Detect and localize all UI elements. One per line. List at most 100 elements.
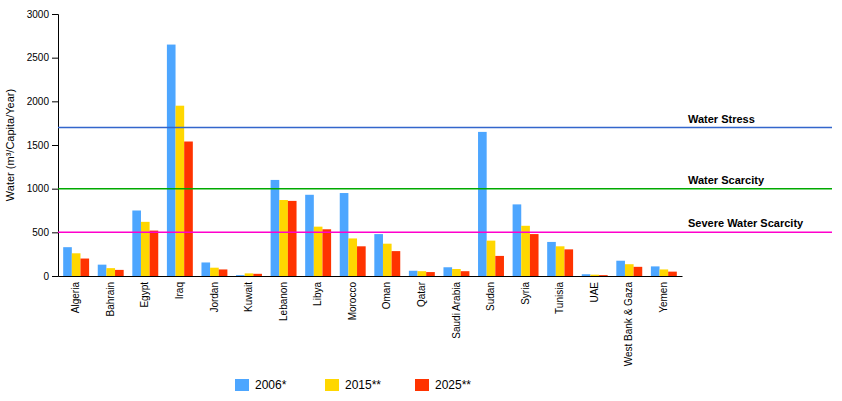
- x-tick-label: Morocco: [347, 282, 358, 321]
- plot: 050010001500200025003000AlgeriaBahrainEg…: [4, 9, 832, 367]
- bar: [582, 274, 591, 276]
- x-tick-label: Iraq: [174, 282, 185, 299]
- bar: [409, 271, 418, 276]
- y-axis: 0 500 1000 1500 2000 2500 3000: [27, 9, 59, 282]
- legend-item: 2025**: [415, 378, 471, 392]
- bar: [210, 268, 219, 276]
- bar: [271, 180, 280, 276]
- y-tick: 0: [43, 271, 58, 282]
- x-tick: Iraq: [174, 282, 185, 299]
- bar-series: [80, 142, 676, 276]
- marks: [58, 45, 832, 276]
- x-tick: Saudi Arabia: [451, 282, 462, 339]
- reference-label: Water Scarcity: [688, 174, 765, 186]
- x-tick-label: Oman: [381, 282, 392, 309]
- x-tick-label: Yemen: [658, 282, 669, 313]
- bar: [219, 269, 228, 276]
- y-tick-mark: [52, 14, 58, 15]
- y-tick-mark: [52, 58, 58, 59]
- bar: [625, 264, 634, 276]
- bar: [426, 272, 435, 276]
- legend-swatch: [235, 379, 249, 391]
- bar: [167, 45, 176, 276]
- y-tick-mark: [52, 145, 58, 146]
- x-axis-line: [59, 276, 683, 277]
- x-axis: AlgeriaBahrainEgyptIraqJordanKuwaitLeban…: [59, 277, 683, 367]
- bar: [253, 274, 262, 276]
- y-axis-line: [52, 15, 59, 277]
- bar: [660, 269, 669, 276]
- y-tick-label: 2000: [27, 96, 50, 107]
- x-tick: Syria: [520, 282, 531, 305]
- x-tick: Morocco: [347, 282, 358, 321]
- bar: [357, 246, 366, 276]
- y-tick-mark: [52, 101, 58, 102]
- y-tick-mark: [52, 189, 58, 190]
- y-tick: 1000: [27, 183, 58, 194]
- legend-label: 2025**: [435, 378, 471, 392]
- bar: [72, 253, 81, 276]
- bar: [314, 227, 323, 276]
- x-tick: Bahrain: [105, 282, 116, 316]
- x-tick-label: Sudan: [485, 282, 496, 311]
- x-tick: Yemen: [658, 282, 669, 313]
- legend-swatch: [325, 379, 339, 391]
- x-tick-label: Egypt: [139, 282, 150, 308]
- x-tick-label: Bahrain: [105, 282, 116, 316]
- x-tick-label: Kuwait: [243, 282, 254, 312]
- bar: [392, 251, 401, 276]
- bar: [132, 211, 141, 277]
- chart-container: 050010001500200025003000AlgeriaBahrainEg…: [0, 0, 842, 401]
- x-tick: Jordan: [209, 282, 220, 313]
- y-tick-label: 500: [32, 227, 49, 238]
- bar: [547, 242, 556, 276]
- y-tick-label: 3000: [27, 9, 50, 20]
- x-tick-label: Syria: [520, 282, 531, 305]
- bar: [150, 231, 159, 276]
- reference-line: [58, 188, 832, 190]
- x-tick: Lebanon: [278, 282, 289, 321]
- x-tick: Sudan: [485, 282, 496, 311]
- bar: [487, 241, 496, 276]
- reference-labels: Water StressWater ScarcitySevere Water S…: [688, 113, 804, 230]
- x-tick: Tunisia: [554, 282, 565, 314]
- y-tick: 1500: [27, 140, 58, 151]
- legend-item: 2006*: [235, 378, 287, 392]
- bar: [521, 226, 530, 276]
- y-tick-label: 1500: [27, 140, 50, 151]
- reference-line: [58, 127, 832, 129]
- bar-series: [72, 106, 668, 276]
- bar: [418, 271, 427, 276]
- bar: [668, 272, 677, 276]
- bar: [279, 200, 288, 276]
- bar: [383, 244, 392, 276]
- bar: [106, 268, 115, 276]
- y-axis-title: Water (m³/Capita/Year): [4, 89, 16, 201]
- x-tick-label: Saudi Arabia: [451, 282, 462, 339]
- bar: [556, 246, 565, 276]
- bar: [590, 275, 599, 276]
- legend-label: 2006*: [255, 378, 287, 392]
- chart-svg: 050010001500200025003000AlgeriaBahrainEg…: [0, 0, 842, 401]
- bar: [288, 201, 297, 276]
- bar: [141, 222, 150, 276]
- x-tick-label: Lebanon: [278, 282, 289, 321]
- x-tick: Kuwait: [243, 282, 254, 312]
- x-tick-label: West Bank & Gaza: [623, 282, 634, 367]
- bar: [80, 259, 89, 276]
- reference-line: [58, 232, 832, 234]
- x-tick-label: Tunisia: [554, 282, 565, 314]
- bar: [634, 267, 643, 276]
- bar: [98, 265, 107, 276]
- legend-item: 2015**: [325, 378, 381, 392]
- bar: [599, 275, 608, 276]
- y-tick: 2500: [27, 52, 58, 63]
- bar-series: [63, 45, 659, 276]
- bar: [245, 273, 254, 276]
- bar: [374, 234, 383, 276]
- reference-label: Water Stress: [688, 113, 755, 125]
- bar: [176, 106, 185, 276]
- y-tick: 2000: [27, 96, 58, 107]
- bar: [495, 256, 504, 276]
- x-tick: Libya: [312, 282, 323, 306]
